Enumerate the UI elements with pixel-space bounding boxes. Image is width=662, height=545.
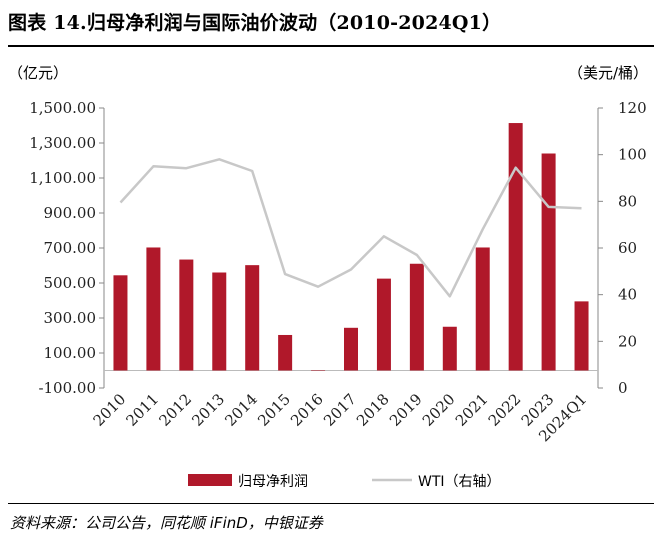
- legend-swatch-net-profit: [188, 474, 232, 486]
- x-tick-label: 2020: [419, 390, 459, 430]
- bar-2019: [409, 263, 424, 371]
- bar-2022: [508, 123, 523, 371]
- x-tick-label: 2015: [254, 390, 294, 430]
- legend-label-wti: WTI（右轴）: [418, 474, 501, 490]
- line-group: [119, 158, 582, 298]
- x-tick-label: 2013: [188, 390, 228, 430]
- x-tick-label: 2016: [287, 390, 327, 430]
- bar-2010: [113, 275, 128, 371]
- right-tick-label: 40: [618, 286, 637, 304]
- left-tick-label: 300.00: [44, 309, 97, 327]
- chart-title: 图表 14.归母净利润与国际油价波动（2010-2024Q1）: [8, 12, 502, 34]
- left-tick-label: 1,100.00: [29, 169, 96, 187]
- bar-2021: [475, 247, 490, 371]
- bar-2012: [179, 259, 194, 371]
- x-tick-label: 2022: [485, 390, 525, 430]
- left-tick-label: 100.00: [44, 344, 97, 362]
- legend-label-net-profit: 归母净利润: [238, 474, 308, 490]
- bar-2015: [278, 334, 293, 371]
- left-tick-label: 1,500.00: [29, 99, 96, 117]
- bars-group: [113, 123, 589, 371]
- left-axis-unit: （亿元）: [8, 64, 69, 82]
- x-tick-label: 2018: [353, 390, 393, 430]
- right-tick-label: 60: [618, 239, 637, 257]
- title-divider: [8, 45, 654, 47]
- bar-2023: [541, 153, 556, 371]
- bar-2016: [311, 370, 326, 371]
- x-tick-label: 2021: [452, 390, 492, 430]
- right-tick-label: 80: [618, 192, 637, 210]
- bar-2011: [146, 247, 161, 371]
- bar-2013: [212, 272, 227, 371]
- bar-2024Q1: [574, 301, 589, 371]
- x-tick-label: 2017: [320, 390, 360, 430]
- left-tick-label: 700.00: [44, 239, 97, 257]
- right-axis-unit: （美元/桶）: [567, 64, 648, 82]
- left-tick-label: 500.00: [44, 274, 97, 292]
- bar-2017: [344, 327, 358, 371]
- x-tick-label: 2011: [122, 390, 162, 430]
- left-tick-label: -100.00: [38, 379, 96, 397]
- wti-line: [119, 158, 582, 298]
- right-tick-label: 0: [618, 379, 628, 397]
- bar-2018: [376, 278, 391, 371]
- left-tick-label: 900.00: [44, 204, 97, 222]
- bar-2020: [442, 326, 457, 371]
- x-tick-label: 2012: [155, 390, 195, 430]
- x-tick-label: 2019: [386, 390, 426, 430]
- x-tick-label: 2014: [221, 390, 261, 430]
- bar-2014: [245, 265, 260, 371]
- right-tick-label: 20: [618, 332, 637, 350]
- right-tick-label: 100: [618, 146, 647, 164]
- legend-group: [188, 474, 412, 486]
- source-divider: [8, 503, 654, 504]
- right-tick-label: 120: [618, 99, 647, 117]
- source-note: 资料来源：公司公告，同花顺 iFinD，中银证券: [10, 514, 323, 532]
- left-tick-label: 1,300.00: [29, 134, 96, 152]
